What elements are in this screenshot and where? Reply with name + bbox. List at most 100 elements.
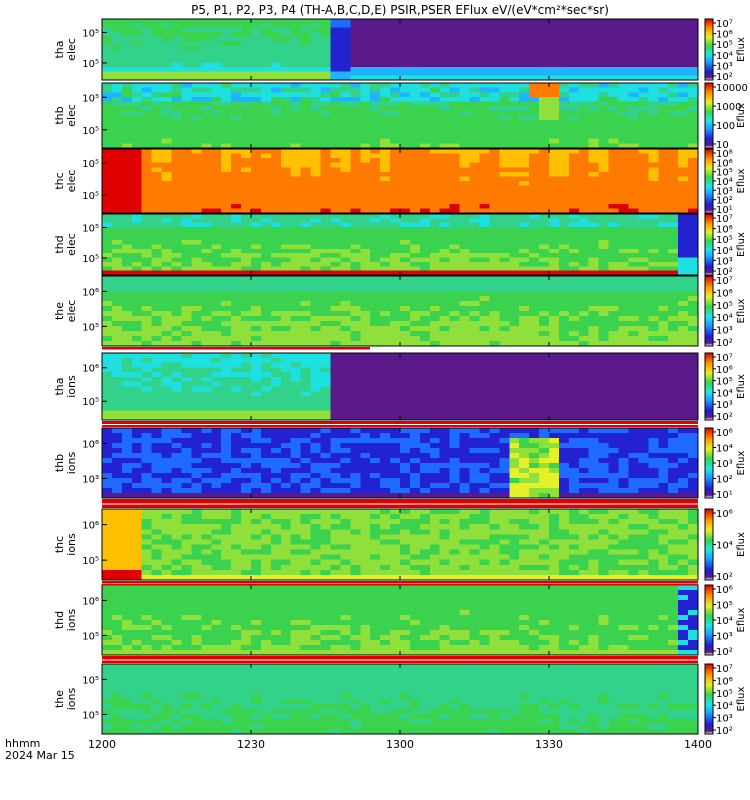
- colorbar-tick-label: 10³: [716, 714, 733, 725]
- colorbar-label: Eflux: [736, 103, 747, 128]
- colorbar-tick-label: 10⁴: [716, 541, 733, 552]
- colorbar-label: Eflux: [736, 607, 747, 632]
- colorbar-tick-label: 10⁴: [716, 444, 733, 455]
- colorbar-label: Eflux: [736, 298, 747, 323]
- colorbar-label: Eflux: [736, 374, 747, 399]
- colorbar-label: Eflux: [736, 168, 747, 193]
- spectrogram-cells: [102, 664, 699, 735]
- colorbar-tick-label: 10³: [716, 61, 733, 72]
- colorbar-tick-label: 10²: [716, 72, 733, 83]
- colorbar-tick-label: 10000: [716, 83, 748, 94]
- colorbar-tick-label: 10⁷: [716, 276, 733, 287]
- colorbar-tick-label: 10⁶: [716, 225, 733, 236]
- x-tick-label: 1400: [684, 738, 712, 751]
- colorbar-tick-label: 10²: [716, 412, 733, 423]
- y-tick-label: 10⁵: [82, 59, 99, 70]
- panel-label-species: elec: [65, 38, 78, 61]
- panel-label-species: ions: [65, 375, 78, 398]
- y-tick-label: 10⁶: [82, 521, 99, 532]
- colorbar-label: Eflux: [736, 686, 747, 711]
- colorbar-label: Eflux: [736, 532, 747, 557]
- y-tick-label: 10³: [82, 474, 99, 485]
- colorbar-tick-label: 10⁴: [716, 388, 733, 399]
- y-tick-label: 10⁵: [82, 159, 99, 170]
- colorbar-tick-label: 10²: [716, 647, 733, 658]
- panel-separators: [102, 347, 698, 663]
- colorbar-tick-label: 10²: [716, 338, 733, 349]
- panel-thb-ions: 10⁶ 10³ thb ions 10⁶ 10⁴ 10³ 10² 10¹ Eflux: [53, 427, 747, 501]
- colorbar-tick-label: 10⁸: [716, 149, 733, 160]
- colorbar: 10⁶ 10⁴ 10² Eflux: [704, 508, 747, 583]
- y-tick-label: 10⁵: [82, 675, 99, 686]
- spectrogram-cells: [102, 585, 699, 656]
- colorbar-tick-label: 10⁶: [716, 676, 733, 687]
- y-tick-label: 10⁵: [82, 28, 99, 39]
- x-tick-label: 1200: [88, 738, 116, 751]
- spectrogram-cells: [102, 353, 699, 421]
- colorbar-tick-label: 10³: [716, 326, 733, 337]
- panel-label-probe: tha: [53, 40, 66, 58]
- y-tick-label: 10⁶: [82, 596, 99, 607]
- y-tick-label: 10⁵: [82, 710, 99, 721]
- colorbar-tick-label: 10¹: [716, 490, 733, 501]
- panel-label-probe: thb: [53, 106, 66, 124]
- panel-thb-elec: 10⁵ 10⁵ thb elec 10000 1000 100 10 Eflux: [53, 82, 748, 151]
- colorbar-tick-label: 10⁶: [716, 288, 733, 299]
- colorbar-tick-label: 10²: [716, 572, 733, 583]
- x-tick-label: 1300: [386, 738, 414, 751]
- panel-label-species: elec: [65, 170, 78, 193]
- y-tick-label: 10⁶: [82, 439, 99, 450]
- colorbar-tick-label: 10³: [716, 400, 733, 411]
- y-tick-label: 10⁵: [82, 556, 99, 567]
- colorbar-tick-label: 10⁴: [716, 701, 733, 712]
- spectrogram-cells: [102, 509, 699, 581]
- colorbar-tick-label: 10⁶: [716, 158, 733, 169]
- panel-label-species: ions: [65, 608, 78, 631]
- figure-title: P5, P1, P2, P3, P4 (TH-A,B,C,D,E) PSIR,P…: [191, 3, 609, 17]
- panel-label-species: elec: [65, 233, 78, 256]
- colorbar-tick-label: 10⁵: [716, 168, 733, 179]
- colorbar-tick-label: 10⁷: [716, 664, 733, 675]
- colorbar: 10000 1000 100 10 Eflux: [704, 82, 748, 151]
- y-tick-label: 10⁶: [82, 287, 99, 298]
- colorbar-tick-label: 10⁷: [716, 19, 733, 30]
- spectrogram-cells: [102, 19, 699, 81]
- colorbar-tick-label: 10: [716, 140, 729, 151]
- panel-label-probe: the: [53, 302, 66, 320]
- y-tick-label: 10⁵: [82, 254, 99, 265]
- y-tick-label: 10⁵: [82, 223, 99, 234]
- y-tick-label: 10⁵: [82, 322, 99, 333]
- spectrogram-cells: [102, 83, 699, 149]
- colorbar-tick-label: 10⁶: [716, 509, 733, 520]
- panel-label-species: ions: [65, 451, 78, 474]
- colorbar-label: Eflux: [736, 37, 747, 62]
- colorbar-tick-label: 100: [716, 121, 735, 132]
- colorbar-tick-label: 10⁴: [716, 177, 733, 188]
- colorbar-tick-label: 10⁴: [716, 313, 733, 324]
- panel-label-probe: thd: [53, 611, 66, 629]
- panel-label-species: ions: [65, 687, 78, 710]
- colorbar-tick-label: 10⁶: [716, 365, 733, 376]
- colorbar-tick-label: 10⁶: [716, 428, 733, 439]
- panel-label-probe: thb: [53, 454, 66, 472]
- spectrogram-cells: [102, 428, 699, 499]
- spectrogram-cells: [102, 214, 699, 276]
- time-label-hhmm: hhmm: [5, 737, 40, 750]
- y-tick-label: 10⁵: [82, 397, 99, 408]
- colorbar-tick-label: 10⁶: [716, 585, 733, 596]
- panel-label-species: elec: [65, 300, 78, 323]
- panel-label-probe: the: [53, 690, 66, 708]
- colorbar-label: Eflux: [736, 450, 747, 475]
- colorbar-tick-label: 10⁶: [716, 30, 733, 41]
- colorbar-tick-label: 10⁵: [716, 40, 733, 51]
- time-label-date: 2024 Mar 15: [5, 749, 75, 762]
- colorbar-tick-label: 10³: [716, 459, 733, 470]
- x-tick-label: 1230: [237, 738, 265, 751]
